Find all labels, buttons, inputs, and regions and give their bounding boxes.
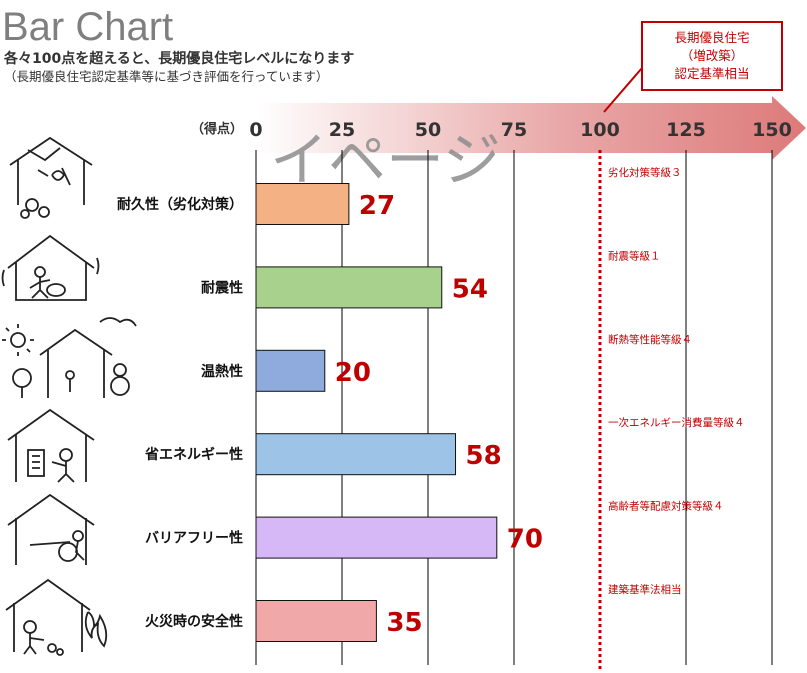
house-energy-icon bbox=[7, 408, 95, 483]
chart-note: （長期優良住宅認定基準等に基づき評価を行っています） bbox=[4, 69, 328, 84]
bar-value-label: 20 bbox=[335, 358, 371, 388]
bar-value-label: 70 bbox=[507, 525, 543, 555]
tick-label: 50 bbox=[415, 119, 441, 141]
chart-title: Bar Chart bbox=[2, 5, 173, 49]
category-label: 火災時の安全性 bbox=[145, 613, 243, 630]
callout-line2: （増改築） bbox=[681, 48, 744, 63]
tick-label: 0 bbox=[249, 119, 262, 141]
bar bbox=[255, 183, 350, 225]
tick-label: 125 bbox=[666, 119, 706, 141]
threshold-group: 劣化対策等級３ 耐震等級１ 断熱等性能等級４ 一次エネルギー消費量等級４ 高齢者等配慮対… bbox=[598, 150, 745, 671]
category-label: 耐久性（劣化対策） bbox=[117, 196, 243, 213]
threshold-level-label: 耐震等級１ bbox=[608, 249, 661, 262]
callout-line3: 認定基準相当 bbox=[674, 66, 749, 81]
bar bbox=[255, 600, 377, 642]
category-label: 省エネルギー性 bbox=[144, 446, 243, 463]
axis-arrow bbox=[256, 96, 806, 160]
house-thermal-icon bbox=[2, 317, 137, 398]
chart-subtitle: 各々100点を超えると、長期優良住宅レベルになります bbox=[3, 50, 354, 67]
house-durability-icon bbox=[9, 136, 93, 219]
bar bbox=[255, 349, 326, 392]
bar bbox=[255, 266, 443, 309]
category-label: 耐震性 bbox=[201, 279, 243, 296]
callout-line1: 長期優良住宅 bbox=[674, 30, 749, 45]
category-label: バリアフリー性 bbox=[145, 530, 243, 547]
tick-label: 75 bbox=[501, 119, 527, 141]
house-fire-safety-icon bbox=[5, 578, 108, 656]
house-barrier-free-icon bbox=[7, 493, 95, 565]
bars: 27 耐久性（劣化対策） 54 耐震性 20 温熱性 58 省エネルギー性 70 バリアフリー性 3… bbox=[117, 183, 543, 642]
bar-value-label: 54 bbox=[452, 274, 488, 304]
tick-labels: 0 25 50 75 100 125 150 bbox=[249, 119, 791, 141]
grid-lines bbox=[255, 150, 773, 665]
axis-unit-label: （得点） bbox=[191, 121, 243, 137]
threshold-level-label: 建築基準法相当 bbox=[608, 583, 682, 596]
threshold-callout: 長期優良住宅 （増改築） 認定基準相当 bbox=[603, 21, 783, 113]
bar-value-label: 58 bbox=[466, 441, 502, 471]
tick-label: 100 bbox=[580, 119, 620, 141]
threshold-level-label: 劣化対策等級３ bbox=[608, 166, 682, 179]
house-seismic-icon bbox=[1, 234, 100, 301]
category-label: 温熱性 bbox=[201, 363, 243, 380]
bar bbox=[255, 433, 457, 476]
threshold-level-label: 一次エネルギー消費量等級４ bbox=[608, 416, 745, 429]
watermark-text: イページ bbox=[270, 126, 501, 194]
bar-value-label: 27 bbox=[359, 191, 395, 221]
threshold-level-label: 断熱等性能等級４ bbox=[608, 333, 692, 346]
bar-value-label: 35 bbox=[386, 608, 422, 638]
tick-label: 25 bbox=[329, 119, 355, 141]
bar bbox=[255, 516, 498, 559]
tick-label: 150 bbox=[752, 119, 792, 141]
threshold-level-label: 高齢者等配慮対策等級４ bbox=[608, 500, 724, 513]
house-illustrations bbox=[1, 136, 137, 656]
